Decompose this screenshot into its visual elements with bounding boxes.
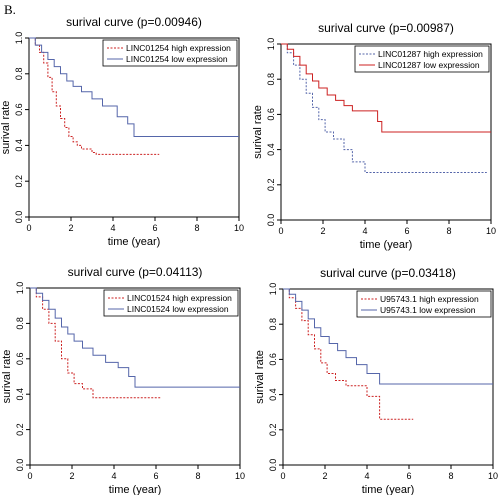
y-axis-label: surival rate <box>254 350 266 404</box>
y-tick-label: 1.0 <box>266 38 276 51</box>
x-axis-label: time (year) <box>360 239 413 251</box>
legend-box <box>102 39 238 67</box>
y-tick-label: 1.0 <box>15 282 25 295</box>
y-axis-label: surival rate <box>1 350 13 404</box>
x-axis-label: time (year) <box>362 484 415 495</box>
x-tick-label: 6 <box>404 226 409 236</box>
legend-entry: U95743.1 high expression <box>380 294 479 304</box>
y-tick-label: 0.4 <box>268 388 278 401</box>
x-tick-label: 10 <box>486 226 496 236</box>
series-line-2 <box>29 37 239 137</box>
legend-entry: LINC01254 low expression <box>126 54 228 64</box>
x-tick-label: 8 <box>194 223 199 233</box>
y-tick-label: 1.0 <box>14 32 24 45</box>
x-tick-label: 10 <box>488 471 498 481</box>
chart-panel-2: surival curve (p=0.00987) 0 2 4 6 8 10 0.0 0.2 0.… <box>252 21 496 251</box>
legend-entry: LINC01524 low expression <box>127 304 229 314</box>
x-tick-label: 4 <box>362 226 367 236</box>
legend-entry: LINC01254 high expression <box>126 43 231 53</box>
y-tick-label: 0.2 <box>15 423 25 436</box>
x-tick-label: 8 <box>448 471 453 481</box>
y-tick-label: 0.8 <box>15 317 25 330</box>
x-axis-label: time (year) <box>109 484 162 495</box>
x-tick-label: 0 <box>27 471 32 481</box>
y-tick-label: 0.6 <box>266 108 276 121</box>
legend-entry: U95743.1 low expression <box>380 305 476 315</box>
legend-box <box>354 45 490 73</box>
x-tick-label: 10 <box>234 223 244 233</box>
x-tick-label: 0 <box>278 226 283 236</box>
x-tick-label: 6 <box>153 471 158 481</box>
y-tick-label: 0.0 <box>266 214 276 227</box>
y-tick-label: 0.4 <box>15 388 25 401</box>
legend-box <box>356 290 492 318</box>
x-tick-label: 6 <box>406 471 411 481</box>
plot-frame <box>28 37 240 218</box>
y-tick-label: 0.0 <box>14 211 24 224</box>
y-tick-label: 0.8 <box>268 318 278 331</box>
legend-box <box>103 289 239 317</box>
series-line-1 <box>283 288 414 420</box>
x-tick-label: 6 <box>152 223 157 233</box>
panel-label: B. <box>4 2 16 17</box>
y-tick-label: 0.2 <box>268 424 278 437</box>
y-tick-label: 0.0 <box>15 459 25 472</box>
x-tick-label: 4 <box>111 471 116 481</box>
y-tick-label: 0.2 <box>266 179 276 192</box>
chart-panel-4: surival curve (p=0.03418) 0 2 4 6 8 10 0.0 0.2 0.… <box>254 266 498 495</box>
chart-panel-1: surival curve (p=0.00946) 0 2 4 6 8 10 0.0 0.2 0.… <box>0 15 244 248</box>
chart-title: surival curve (p=0.03418) <box>320 266 456 280</box>
y-tick-label: 0.8 <box>266 73 276 86</box>
legend-entry: LINC01287 low expression <box>378 60 480 70</box>
x-tick-label: 4 <box>364 471 369 481</box>
x-tick-label: 2 <box>69 471 74 481</box>
x-tick-label: 0 <box>280 471 285 481</box>
x-tick-label: 0 <box>26 223 31 233</box>
y-tick-label: 0.6 <box>268 353 278 366</box>
x-axis-label: time (year) <box>108 236 161 248</box>
plot-frame <box>282 288 494 466</box>
y-axis-label: surival rate <box>252 105 264 159</box>
y-tick-label: 1.0 <box>268 283 278 296</box>
chart-title: surival curve (p=0.00987) <box>318 21 454 35</box>
x-tick-label: 2 <box>322 471 327 481</box>
x-tick-label: 8 <box>446 226 451 236</box>
x-tick-label: 10 <box>235 471 245 481</box>
y-tick-label: 0.8 <box>14 68 24 81</box>
x-tick-label: 2 <box>320 226 325 236</box>
series-line-2 <box>281 43 491 133</box>
y-tick-label: 0.6 <box>14 103 24 116</box>
y-tick-label: 0.4 <box>14 139 24 152</box>
series-line-1 <box>281 43 487 173</box>
x-tick-label: 8 <box>195 471 200 481</box>
y-tick-label: 0.6 <box>15 353 25 366</box>
chart-title: surival curve (p=0.00946) <box>66 15 202 29</box>
series-line-2 <box>30 287 240 388</box>
chart-panel-3: surival curve (p=0.04113) 0 2 4 6 8 10 0.0 0.2 0.… <box>1 265 245 495</box>
chart-title: surival curve (p=0.04113) <box>68 265 203 279</box>
y-tick-label: 0.0 <box>268 459 278 472</box>
y-axis-label: surival rate <box>0 101 12 155</box>
legend-entry: LINC01287 high expression <box>378 49 483 59</box>
x-tick-label: 2 <box>68 223 73 233</box>
legend-entry: LINC01524 high expression <box>127 293 232 303</box>
plot-frame <box>29 287 241 466</box>
y-tick-label: 0.2 <box>14 175 24 188</box>
x-tick-label: 4 <box>110 223 115 233</box>
series-line-2 <box>283 288 493 385</box>
y-tick-label: 0.4 <box>266 143 276 156</box>
